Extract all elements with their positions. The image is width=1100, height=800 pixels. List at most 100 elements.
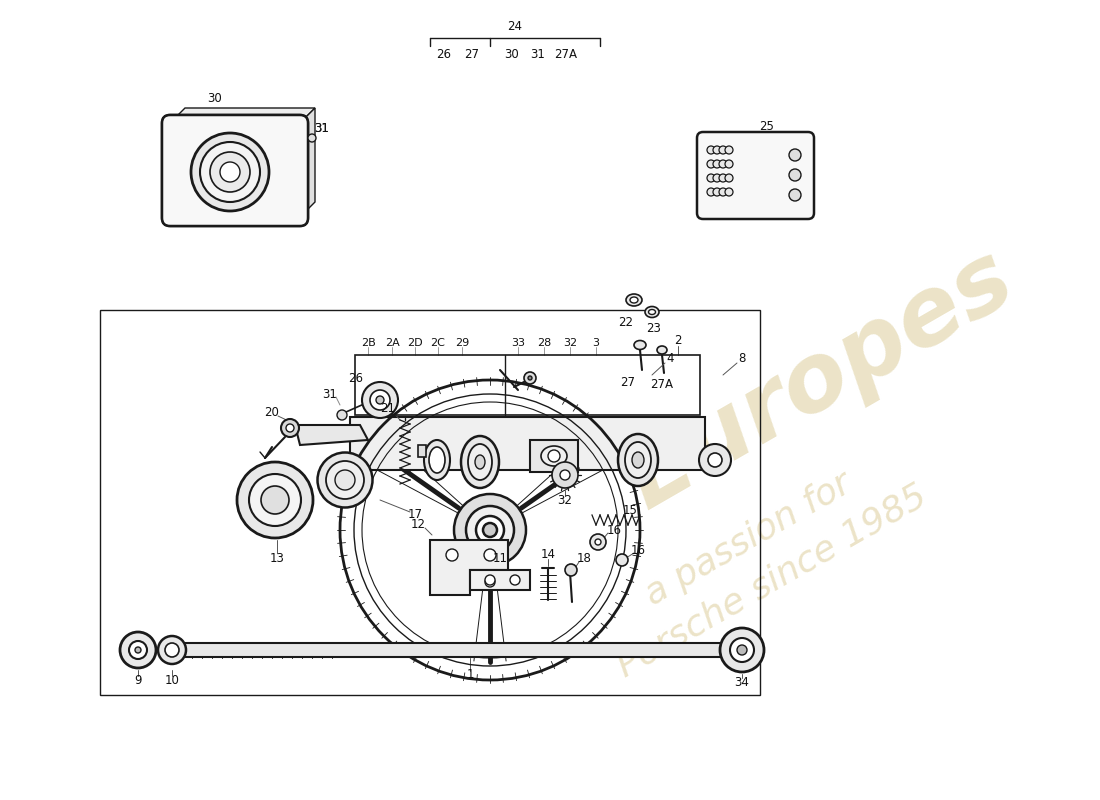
Polygon shape: [300, 108, 315, 217]
Text: 25: 25: [760, 119, 774, 133]
Ellipse shape: [630, 297, 638, 303]
Circle shape: [707, 146, 715, 154]
Text: 15: 15: [623, 503, 637, 517]
Polygon shape: [295, 425, 368, 445]
Text: 29: 29: [455, 338, 469, 348]
FancyBboxPatch shape: [697, 132, 814, 219]
Circle shape: [719, 146, 727, 154]
Circle shape: [725, 146, 733, 154]
Circle shape: [135, 647, 141, 653]
Bar: [100, 310, 760, 695]
Text: 2B: 2B: [361, 338, 375, 348]
Ellipse shape: [318, 453, 373, 507]
Bar: [418, 445, 426, 457]
Text: 31: 31: [315, 122, 329, 134]
Text: 22: 22: [618, 315, 634, 329]
Ellipse shape: [657, 346, 667, 354]
Circle shape: [713, 188, 721, 196]
Ellipse shape: [429, 447, 446, 473]
Circle shape: [370, 390, 390, 410]
Text: 13: 13: [270, 551, 285, 565]
Text: 24: 24: [507, 19, 522, 33]
Circle shape: [730, 638, 754, 662]
Text: 26: 26: [349, 371, 363, 385]
Text: 8: 8: [738, 351, 746, 365]
Text: 27A: 27A: [554, 47, 578, 61]
Text: 16: 16: [630, 543, 646, 557]
Ellipse shape: [618, 434, 658, 486]
Text: 4: 4: [667, 351, 673, 365]
Circle shape: [548, 450, 560, 462]
Circle shape: [376, 396, 384, 404]
Circle shape: [454, 494, 526, 566]
Circle shape: [524, 372, 536, 384]
Circle shape: [249, 474, 301, 526]
Circle shape: [485, 577, 495, 587]
Text: 31: 31: [530, 47, 546, 61]
Ellipse shape: [645, 306, 659, 318]
Text: 12: 12: [410, 518, 426, 531]
Circle shape: [261, 486, 289, 514]
Ellipse shape: [625, 442, 651, 478]
Circle shape: [789, 189, 801, 201]
Text: 2: 2: [674, 334, 682, 347]
Circle shape: [590, 534, 606, 550]
Circle shape: [510, 575, 520, 585]
Circle shape: [129, 641, 147, 659]
Text: 30: 30: [505, 47, 519, 61]
Circle shape: [707, 174, 715, 182]
Text: 27A: 27A: [650, 378, 673, 391]
Circle shape: [737, 645, 747, 655]
Text: 3: 3: [593, 338, 600, 348]
Circle shape: [725, 174, 733, 182]
Circle shape: [713, 174, 721, 182]
Text: 10: 10: [165, 674, 179, 686]
Text: 28: 28: [537, 338, 551, 348]
Ellipse shape: [468, 444, 492, 480]
Circle shape: [789, 169, 801, 181]
Text: 2C: 2C: [430, 338, 446, 348]
Text: 27: 27: [464, 47, 480, 61]
Circle shape: [719, 160, 727, 168]
Circle shape: [565, 564, 578, 576]
Circle shape: [337, 410, 346, 420]
Circle shape: [446, 549, 458, 561]
Circle shape: [120, 632, 156, 668]
Polygon shape: [470, 570, 530, 590]
Text: 31: 31: [315, 122, 329, 134]
Ellipse shape: [541, 446, 567, 466]
Circle shape: [708, 453, 722, 467]
Bar: [160, 643, 745, 657]
Text: 32: 32: [558, 494, 572, 506]
Ellipse shape: [634, 341, 646, 350]
Circle shape: [484, 549, 496, 561]
Circle shape: [483, 523, 497, 537]
Circle shape: [552, 462, 578, 488]
Circle shape: [280, 419, 299, 437]
FancyBboxPatch shape: [162, 115, 308, 226]
Ellipse shape: [336, 470, 355, 490]
Circle shape: [713, 160, 721, 168]
Ellipse shape: [475, 455, 485, 469]
Circle shape: [725, 160, 733, 168]
Text: Europes: Europes: [610, 232, 1030, 528]
Text: 11: 11: [493, 551, 507, 565]
Ellipse shape: [626, 294, 642, 306]
Polygon shape: [430, 540, 508, 595]
Ellipse shape: [191, 133, 270, 211]
FancyBboxPatch shape: [162, 115, 308, 226]
Text: 9: 9: [134, 674, 142, 686]
Circle shape: [165, 643, 179, 657]
Text: 30: 30: [208, 93, 222, 106]
Text: 2A: 2A: [385, 338, 399, 348]
Circle shape: [236, 462, 314, 538]
Circle shape: [707, 188, 715, 196]
Text: 33: 33: [512, 338, 525, 348]
Ellipse shape: [326, 461, 364, 499]
Bar: [530, 440, 578, 472]
Circle shape: [466, 506, 514, 554]
Circle shape: [698, 444, 732, 476]
Text: 26: 26: [437, 47, 451, 61]
Polygon shape: [350, 417, 705, 470]
Circle shape: [308, 134, 316, 142]
